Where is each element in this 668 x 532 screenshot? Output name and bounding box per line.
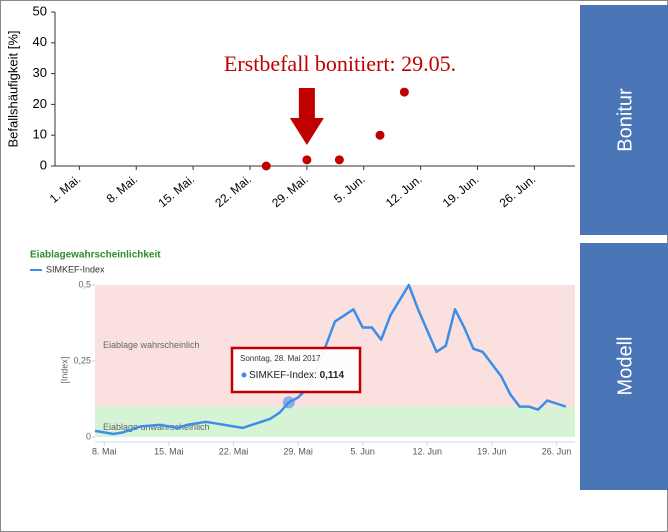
tooltip-text: SIMKEF-Index: 0,114 <box>249 370 344 381</box>
x-tick-label: 8. Mai <box>92 446 117 456</box>
panel-label: Bonitur <box>614 88 636 152</box>
x-tick-label: 5. Jun <box>350 446 375 456</box>
x-tick-label: 26. Jun <box>542 446 572 456</box>
band-label: Eiablage wahrscheinlich <box>103 340 200 350</box>
arrow <box>289 88 324 145</box>
tooltip-value: 0,114 <box>320 370 345 381</box>
y-tick-label: 0 <box>40 157 47 172</box>
y-tick-label: 0 <box>86 431 91 441</box>
y-axis-label: [Index] <box>59 357 69 384</box>
panel-bonitur <box>580 5 668 235</box>
plot-band <box>95 406 575 437</box>
y-tick-label: 20 <box>33 96 47 111</box>
x-tick-label: 12. Jun <box>413 446 443 456</box>
y-tick-label: 50 <box>33 3 47 18</box>
tooltip-date: Sonntag, 28. Mai 2017 <box>240 354 321 363</box>
tooltip-label: SIMKEF-Index: <box>249 370 320 381</box>
panel-label: Modell <box>614 337 636 396</box>
point <box>375 130 385 140</box>
y-tick-label: 0,5 <box>78 279 91 289</box>
point <box>399 87 409 97</box>
y-axis-label: Befallshäufigkeit [%] <box>5 30 20 147</box>
point <box>302 155 312 165</box>
y-tick-label: 0,25 <box>73 355 91 365</box>
highlight-point <box>282 396 295 409</box>
x-tick-label: 29. Mai <box>283 446 313 456</box>
x-tick-label: 15. Mai <box>154 446 184 456</box>
y-tick-label: 40 <box>33 34 47 49</box>
x-tick-label: 22. Mai <box>219 446 249 456</box>
y-tick-label: 30 <box>33 65 47 80</box>
tooltip-dot <box>241 372 247 378</box>
point <box>261 161 271 171</box>
y-tick-label: 10 <box>33 127 47 142</box>
series-line <box>94 283 567 436</box>
panel-modell <box>580 243 668 490</box>
legend-title: Eiablagewahrscheinlichkeit <box>30 250 161 261</box>
point <box>334 155 344 165</box>
x-tick-label: 19. Jun <box>477 446 507 456</box>
annotation: Erstbefall bonitiert: 29.05. <box>224 51 456 76</box>
tooltip <box>230 346 362 394</box>
band-label: Eiablage unwahrscheinlich <box>103 422 210 432</box>
legend-label: SIMKEF-Index <box>46 264 105 274</box>
